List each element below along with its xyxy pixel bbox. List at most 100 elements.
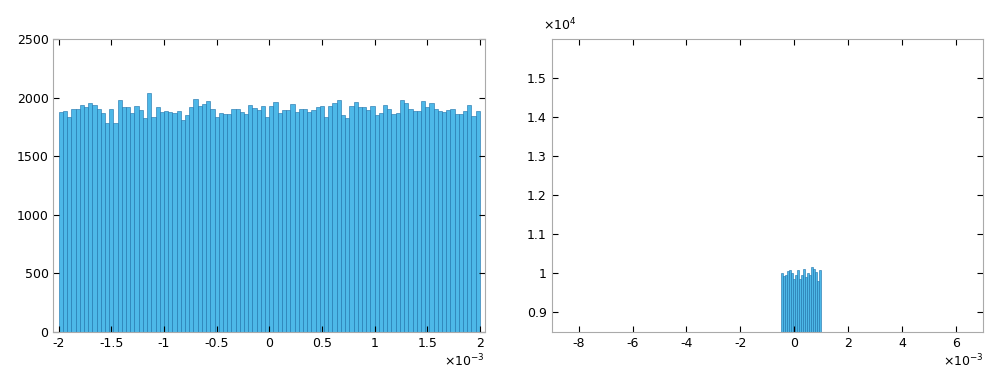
Bar [391, 115, 396, 332]
Bar [813, 269, 815, 386]
Bar [459, 114, 463, 332]
Bar [429, 103, 434, 332]
Bar [244, 114, 248, 332]
Bar [349, 106, 354, 332]
Bar [210, 109, 215, 332]
Bar [113, 123, 118, 332]
Bar [118, 100, 122, 332]
Bar [789, 269, 791, 386]
Bar [815, 272, 817, 386]
Bar [783, 276, 785, 386]
Bar [299, 109, 303, 332]
Bar [261, 106, 265, 332]
Bar [425, 107, 429, 332]
Bar [785, 274, 787, 386]
Bar [311, 110, 316, 332]
Bar [63, 111, 67, 332]
Bar [278, 113, 282, 332]
Bar [320, 107, 324, 332]
Bar [126, 107, 130, 332]
Bar [358, 107, 362, 332]
Bar [307, 112, 311, 332]
Bar [362, 107, 366, 332]
Bar [463, 111, 467, 332]
Bar [59, 112, 63, 332]
Bar [791, 273, 793, 386]
Bar [379, 113, 383, 332]
Bar [413, 111, 417, 332]
Bar [231, 108, 236, 332]
Bar [109, 109, 113, 332]
Bar [328, 107, 332, 332]
Bar [219, 113, 223, 332]
Bar [122, 107, 126, 332]
Bar [811, 267, 813, 386]
Bar [332, 103, 337, 332]
Bar [202, 104, 206, 332]
Bar [375, 115, 379, 332]
Bar [185, 115, 189, 332]
Bar [97, 108, 101, 332]
Bar [290, 104, 295, 332]
Bar [139, 110, 143, 332]
Bar [799, 279, 801, 386]
Bar [168, 112, 172, 332]
Bar [177, 112, 181, 332]
Bar [421, 101, 425, 332]
Bar [400, 100, 404, 332]
Bar [366, 110, 370, 332]
Bar [223, 114, 227, 332]
Bar [803, 269, 805, 386]
Bar [151, 117, 156, 332]
Bar [88, 103, 92, 332]
Bar [455, 114, 459, 332]
Bar [172, 113, 177, 332]
Bar [471, 116, 476, 332]
Bar [295, 112, 299, 332]
Bar [396, 113, 400, 332]
Bar [265, 117, 269, 332]
Bar [105, 123, 109, 332]
Bar [92, 105, 97, 332]
Bar [257, 110, 261, 332]
Bar [206, 101, 210, 332]
Bar [442, 112, 446, 332]
Bar [227, 115, 231, 332]
Bar [370, 106, 375, 332]
Bar [71, 109, 76, 332]
Bar [273, 102, 278, 332]
Bar [269, 106, 273, 332]
Bar [787, 271, 789, 386]
Bar [215, 117, 219, 332]
Bar [476, 111, 480, 332]
Bar [286, 110, 290, 332]
Bar [438, 110, 442, 332]
Bar [189, 107, 193, 332]
Bar [316, 107, 320, 332]
Text: $\times10^{4}$: $\times10^{4}$ [543, 17, 576, 33]
Bar [446, 110, 450, 332]
Bar [404, 103, 408, 332]
Bar [341, 115, 345, 332]
Bar [345, 118, 349, 332]
Bar [781, 273, 783, 386]
Bar [434, 109, 438, 332]
Bar [76, 108, 80, 332]
Bar [181, 120, 185, 332]
Bar [130, 113, 134, 332]
Bar [236, 109, 240, 332]
Bar [156, 107, 160, 332]
Bar [337, 100, 341, 332]
Bar [807, 273, 809, 386]
Bar [164, 111, 168, 332]
Bar [383, 105, 387, 332]
Bar [805, 276, 807, 386]
Bar [817, 281, 819, 386]
Bar [248, 105, 252, 332]
Bar [84, 107, 88, 332]
Bar [387, 109, 391, 332]
Text: $\times10^{-3}$: $\times10^{-3}$ [444, 352, 485, 369]
Bar [101, 113, 105, 332]
Bar [467, 105, 471, 332]
Text: $\times10^{-3}$: $\times10^{-3}$ [943, 352, 983, 369]
